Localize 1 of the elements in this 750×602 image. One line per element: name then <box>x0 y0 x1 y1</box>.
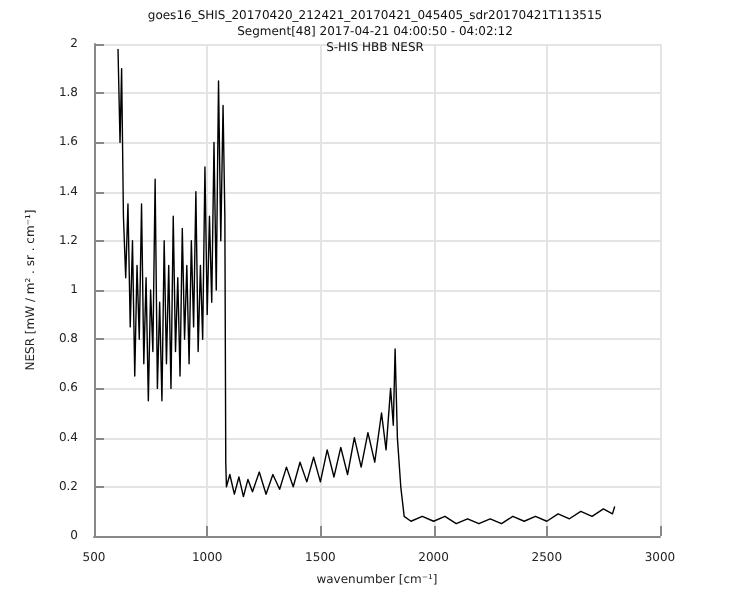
line-series <box>117 48 616 525</box>
